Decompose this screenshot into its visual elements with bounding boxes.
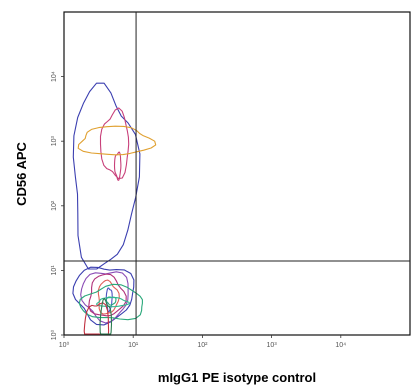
contour-line [80,271,129,324]
x-axis-title: mIgG1 PE isotype control [158,370,316,385]
x-tick-label: 10⁰ [59,341,70,349]
contour-line [96,297,131,308]
contour-line [77,125,157,156]
y-tick-label: 10² [51,200,58,211]
x-tick-label: 10¹ [128,342,139,349]
contour-line [78,283,143,321]
x-tick-label: 10⁴ [335,342,346,349]
x-axis-ticks: 10⁰ 10¹ 10² 10³ 10⁴ [59,335,346,349]
y-tick-label: 10¹ [51,265,58,276]
contour-line [113,151,122,181]
contour-line [72,266,135,326]
plot-area [63,11,411,336]
contour-lines [72,82,157,335]
contour-line [72,82,141,270]
x-tick-label: 10² [197,342,208,349]
y-axis-title: CD56 APC [14,141,29,205]
contour-line [88,273,127,317]
plot-frame [63,11,411,336]
y-axis-ticks: 10⁰ 10¹ 10² 10³ 10⁴ [50,71,64,340]
contour-line [99,107,130,180]
y-tick-label: 10⁰ [50,330,58,341]
contour-line [99,297,113,335]
x-tick-label: 10³ [267,342,278,349]
y-tick-label: 10³ [51,135,58,146]
y-tick-label: 10⁴ [51,71,58,82]
